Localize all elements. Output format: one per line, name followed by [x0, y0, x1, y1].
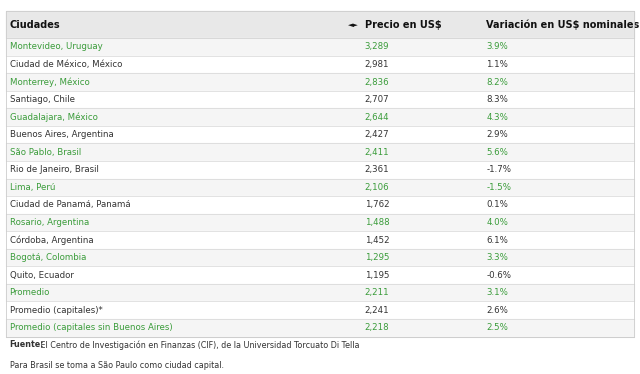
Text: Promedio: Promedio: [10, 288, 50, 297]
Text: Lima, Perú: Lima, Perú: [10, 183, 55, 192]
Text: Ciudades: Ciudades: [10, 20, 60, 30]
Text: 4.3%: 4.3%: [486, 113, 508, 122]
Text: Promedio (capitales)*: Promedio (capitales)*: [10, 306, 102, 315]
Text: 1,762: 1,762: [365, 200, 389, 209]
Text: Ciudad de México, México: Ciudad de México, México: [10, 60, 122, 69]
Bar: [6, 144, 634, 161]
Text: Fuente:: Fuente:: [10, 340, 44, 349]
Text: -1.7%: -1.7%: [486, 165, 511, 174]
Text: Ciudad de Panamá, Panamá: Ciudad de Panamá, Panamá: [10, 200, 130, 209]
Text: 1,295: 1,295: [365, 253, 389, 262]
Bar: [6, 108, 634, 126]
Text: 2,707: 2,707: [365, 95, 389, 104]
Text: 0.1%: 0.1%: [486, 200, 508, 209]
Text: 2,361: 2,361: [365, 165, 389, 174]
Text: 4.0%: 4.0%: [486, 218, 508, 227]
Bar: [6, 126, 634, 144]
Text: 2,211: 2,211: [365, 288, 389, 297]
Bar: [6, 91, 634, 108]
Text: Para Brasil se toma a São Paulo como ciudad capital.: Para Brasil se toma a São Paulo como ciu…: [10, 361, 223, 370]
Text: Bogotá, Colombia: Bogotá, Colombia: [10, 253, 86, 262]
Bar: [6, 319, 634, 337]
Bar: [6, 249, 634, 266]
Text: 2,218: 2,218: [365, 323, 389, 332]
Text: 3.9%: 3.9%: [486, 42, 508, 52]
Text: 6.1%: 6.1%: [486, 236, 508, 245]
Text: 1,195: 1,195: [365, 271, 389, 280]
Bar: [6, 196, 634, 214]
Text: 2.9%: 2.9%: [486, 130, 508, 139]
Text: El Centro de Investigación en Finanzas (CIF), de la Universidad Torcuato Di Tell: El Centro de Investigación en Finanzas (…: [38, 340, 359, 350]
Text: 3.1%: 3.1%: [486, 288, 508, 297]
Text: Rosario, Argentina: Rosario, Argentina: [10, 218, 89, 227]
Text: 2,411: 2,411: [365, 148, 389, 157]
Text: Monterrey, México: Monterrey, México: [10, 77, 90, 87]
Bar: [6, 73, 634, 91]
Text: Variación en US$ nominales: Variación en US$ nominales: [486, 19, 639, 30]
Text: 2,836: 2,836: [365, 77, 389, 86]
Text: -1.5%: -1.5%: [486, 183, 511, 192]
Text: Quito, Ecuador: Quito, Ecuador: [10, 271, 74, 280]
Bar: [6, 161, 634, 179]
Text: 2,106: 2,106: [365, 183, 389, 192]
Bar: [6, 266, 634, 284]
Bar: [6, 56, 634, 73]
Text: São Pablo, Brasil: São Pablo, Brasil: [10, 148, 81, 157]
Text: 3.3%: 3.3%: [486, 253, 508, 262]
Text: 1,452: 1,452: [365, 236, 389, 245]
Text: 5.6%: 5.6%: [486, 148, 508, 157]
Text: 2.6%: 2.6%: [486, 306, 508, 315]
Text: 2.5%: 2.5%: [486, 323, 508, 332]
Text: Precio en US$: Precio en US$: [365, 20, 442, 30]
Text: 1.1%: 1.1%: [486, 60, 508, 69]
Bar: [6, 38, 634, 56]
Text: 2,644: 2,644: [365, 113, 389, 122]
Text: 8.2%: 8.2%: [486, 77, 508, 86]
Text: 2,981: 2,981: [365, 60, 389, 69]
Text: Montevideo, Uruguay: Montevideo, Uruguay: [10, 42, 102, 52]
Text: Córdoba, Argentina: Córdoba, Argentina: [10, 235, 93, 245]
Text: Rio de Janeiro, Brasil: Rio de Janeiro, Brasil: [10, 165, 99, 174]
Text: 2,427: 2,427: [365, 130, 389, 139]
Text: ◄►: ◄►: [348, 22, 358, 28]
Bar: [6, 284, 634, 301]
Text: Guadalajara, México: Guadalajara, México: [10, 113, 97, 122]
Text: Santiago, Chile: Santiago, Chile: [10, 95, 75, 104]
Bar: [6, 179, 634, 196]
Text: Promedio (capitales sin Buenos Aires): Promedio (capitales sin Buenos Aires): [10, 323, 172, 332]
Text: -0.6%: -0.6%: [486, 271, 511, 280]
Text: 3,289: 3,289: [365, 42, 389, 52]
Bar: [6, 301, 634, 319]
Text: 8.3%: 8.3%: [486, 95, 508, 104]
Text: Buenos Aires, Argentina: Buenos Aires, Argentina: [10, 130, 113, 139]
Bar: [6, 214, 634, 231]
Bar: [6, 231, 634, 249]
Text: 2,241: 2,241: [365, 306, 389, 315]
Text: 1,488: 1,488: [365, 218, 389, 227]
Bar: [6, 11, 634, 38]
